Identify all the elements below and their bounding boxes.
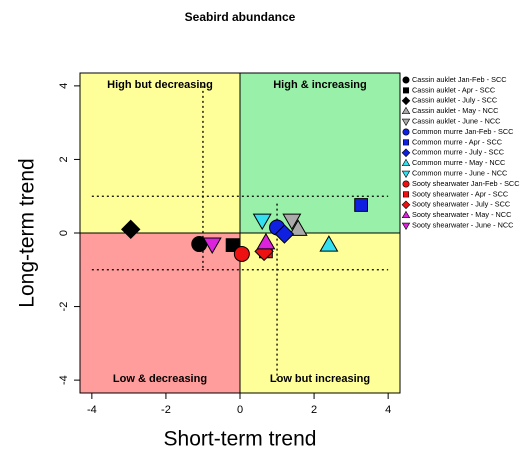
- legend-label: Cassin auklet - July - SCC: [412, 96, 497, 105]
- legend-marker: [401, 222, 411, 231]
- point: [121, 219, 141, 240]
- legend-marker: [401, 106, 411, 115]
- y-tick-label: 4: [58, 83, 70, 89]
- legend-entry: Common murre - May - NCC: [401, 158, 505, 167]
- y-tick-label: 0: [58, 230, 70, 236]
- legend-entry: Cassin auklet - May - NCC: [401, 106, 498, 115]
- quadrant: [80, 233, 240, 393]
- y-tick-label: -4: [58, 375, 70, 385]
- legend-entry: Sooty shearwater - Apr - SCC: [402, 189, 508, 198]
- quadrant-label: High but decreasing: [107, 79, 213, 91]
- legend-entry: Sooty shearwater Jan-Feb - SCC: [402, 179, 519, 188]
- legend-marker: [402, 180, 410, 188]
- legend-entry: Sooty shearwater - May - NCC: [401, 210, 511, 219]
- legend-entry: Cassin auklet - Apr - SCC: [402, 85, 495, 94]
- legend-entry: Cassin auklet Jan-Feb - SCC: [402, 75, 507, 84]
- legend-marker: [401, 158, 411, 167]
- legend-marker: [402, 191, 410, 198]
- legend-entry: Common murre Jan-Feb - SCC: [402, 127, 513, 136]
- point: [288, 219, 308, 236]
- legend-label: Sooty shearwater - May - NCC: [412, 210, 511, 219]
- legend-label: Common murre - June - NCC: [412, 169, 507, 178]
- legend-label: Common murre - Apr - SCC: [412, 137, 502, 146]
- legend-entry: Cassin auklet - June - NCC: [401, 117, 500, 127]
- point: [252, 213, 272, 231]
- point: [274, 224, 295, 244]
- legend-entry: Cassin auklet - July - SCC: [401, 96, 497, 106]
- legend-marker: [401, 148, 411, 158]
- legend-marker: [401, 170, 411, 179]
- legend-label: Cassin auklet - Apr - SCC: [412, 85, 495, 94]
- quadrant-label: High & increasing: [273, 79, 367, 91]
- legend-marker: [402, 76, 410, 84]
- chart-title: Seabird abundance: [185, 10, 296, 24]
- point: [354, 198, 368, 212]
- legend-label: Sooty shearwater Jan-Feb - SCC: [412, 179, 519, 188]
- legend-label: Common murre Jan-Feb - SCC: [412, 127, 513, 136]
- quadrant-label: Low & decreasing: [113, 373, 207, 385]
- legend-label: Sooty shearwater - Apr - SCC: [412, 189, 508, 198]
- x-tick-label: -4: [87, 404, 97, 416]
- legend-label: Sooty shearwater - June - NCC: [412, 221, 513, 230]
- quadrant: [240, 73, 400, 233]
- quadrant: [80, 73, 240, 233]
- legend-label: Cassin auklet Jan-Feb - SCC: [412, 75, 507, 84]
- point: [233, 245, 250, 262]
- legend-marker: [402, 139, 410, 146]
- point: [202, 237, 222, 255]
- legend-marker: [401, 118, 411, 127]
- y-tick-label: -2: [58, 302, 70, 312]
- x-tick-label: 2: [311, 404, 317, 416]
- legend-marker: [401, 210, 411, 219]
- point: [282, 213, 302, 231]
- legend-label: Cassin auklet - June - NCC: [412, 117, 500, 126]
- legend-entry: Sooty shearwater - July - SCC: [401, 200, 510, 210]
- legend-entry: Common murre - July - SCC: [401, 148, 504, 158]
- y-tick-label: 2: [58, 156, 70, 162]
- legend-entry: Common murre - June - NCC: [401, 169, 507, 179]
- legend-label: Common murre - May - NCC: [412, 158, 505, 167]
- legend-label: Cassin auklet - May - NCC: [412, 106, 498, 115]
- x-tick-label: -2: [161, 404, 171, 416]
- legend-label: Sooty shearwater - July - SCC: [412, 200, 510, 209]
- quadrant: [240, 233, 400, 393]
- legend-entry: Common murre - Apr - SCC: [402, 137, 502, 146]
- point: [319, 235, 339, 252]
- y-axis-label: Long-term trend: [16, 158, 39, 307]
- legend-label: Common murre - July - SCC: [412, 148, 504, 157]
- legend-marker: [402, 87, 410, 94]
- legend-entry: Sooty shearwater - June - NCC: [401, 221, 513, 231]
- legend-marker: [401, 96, 411, 106]
- quadrant-label: Low but increasing: [270, 373, 370, 385]
- x-tick-label: 4: [385, 404, 391, 416]
- x-tick-label: 0: [237, 404, 243, 416]
- point: [256, 232, 276, 250]
- legend-marker: [402, 128, 410, 136]
- legend-marker: [401, 200, 411, 210]
- x-axis-label: Short-term trend: [164, 428, 317, 451]
